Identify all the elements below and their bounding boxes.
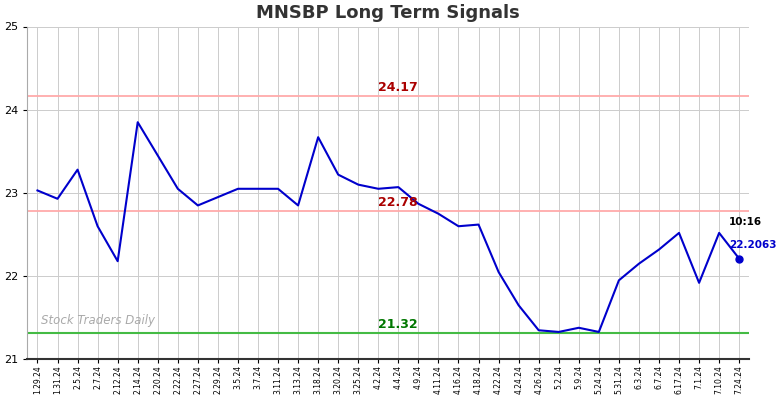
Text: 22.78: 22.78 [379,196,418,209]
Text: 10:16: 10:16 [729,217,762,227]
Text: 24.17: 24.17 [379,80,418,94]
Text: Stock Traders Daily: Stock Traders Daily [42,314,155,327]
Text: 22.2063: 22.2063 [729,240,777,250]
Title: MNSBP Long Term Signals: MNSBP Long Term Signals [256,4,521,22]
Text: 21.32: 21.32 [379,318,418,331]
